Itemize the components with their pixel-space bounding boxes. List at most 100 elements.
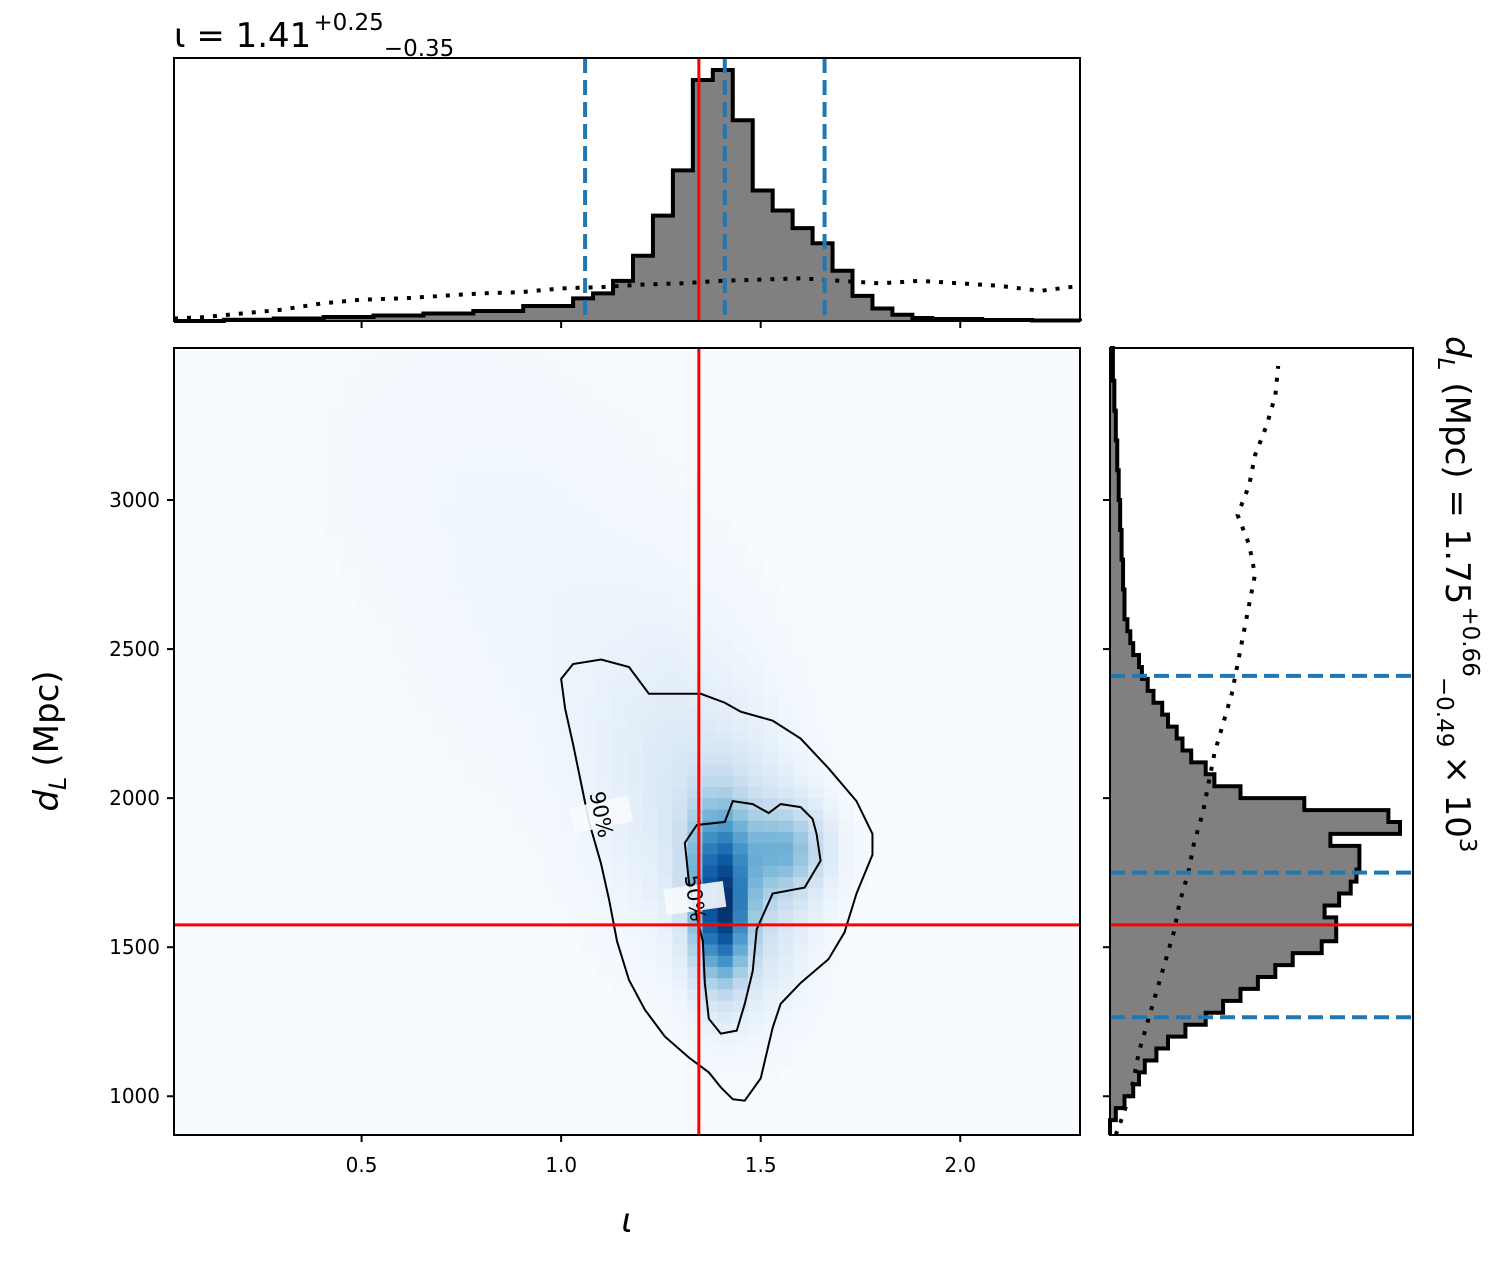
heatmap-cell xyxy=(536,482,553,495)
heatmap-cell xyxy=(747,797,764,810)
heatmap-cell xyxy=(581,865,598,878)
heatmap-cell xyxy=(551,887,568,900)
heatmap-cell xyxy=(581,842,598,855)
heatmap-cell xyxy=(551,752,568,765)
heatmap-cell xyxy=(717,617,734,630)
heatmap-cell xyxy=(732,988,749,1001)
heatmap-cell xyxy=(762,595,779,608)
heatmap-cell xyxy=(430,404,447,417)
heatmap-cell xyxy=(717,685,734,698)
heatmap-cell xyxy=(551,662,568,675)
heatmap-cell xyxy=(460,539,477,551)
heatmap-cell xyxy=(778,842,794,855)
heatmap-cell xyxy=(793,955,809,967)
heatmap-cell xyxy=(627,527,643,540)
heatmap-cell xyxy=(853,865,870,878)
heatmap-cell xyxy=(430,426,447,439)
heatmap-cell xyxy=(642,977,658,990)
heatmap-cell xyxy=(823,842,839,855)
heatmap-cell xyxy=(747,966,764,979)
heatmap-cell xyxy=(596,898,613,911)
heatmap-cell xyxy=(672,572,688,585)
heatmap-cell xyxy=(747,910,764,922)
heatmap-cell xyxy=(611,595,628,608)
heatmap-cell xyxy=(672,516,688,529)
heatmap-cell xyxy=(491,404,507,417)
heatmap-cell xyxy=(581,561,598,574)
heatmap-cell xyxy=(400,629,417,641)
heatmap-cell xyxy=(551,505,568,518)
heatmap-cell xyxy=(491,516,507,529)
heatmap-cell xyxy=(521,741,537,754)
heatmap-cell xyxy=(340,584,356,596)
heatmap-cell xyxy=(596,561,613,574)
heatmap-cell xyxy=(370,516,386,529)
heatmap-cell xyxy=(551,561,568,574)
heatmap-cell xyxy=(415,617,432,630)
heatmap-cell xyxy=(566,876,583,889)
heatmap-cell xyxy=(747,572,764,585)
heatmap-cell xyxy=(581,392,598,405)
heatmap-cell xyxy=(566,460,583,473)
heatmap-cell xyxy=(521,786,537,799)
heatmap-cell xyxy=(596,449,613,462)
heatmap-cell xyxy=(521,572,537,585)
heatmap-cell xyxy=(672,662,688,675)
heatmap-cell xyxy=(853,853,870,866)
heatmap-cell xyxy=(853,808,870,821)
heatmap-cell xyxy=(762,921,779,934)
heatmap-cell xyxy=(445,415,462,428)
heatmap-cell xyxy=(400,437,417,450)
heatmap-cell xyxy=(596,415,613,428)
heatmap-cell xyxy=(627,932,643,945)
heatmap-cell xyxy=(762,831,779,844)
heatmap-cell xyxy=(506,392,522,405)
heatmap-cell xyxy=(581,674,598,686)
heatmap-cell xyxy=(340,370,356,383)
heatmap-cell xyxy=(808,966,824,979)
heatmap-cell xyxy=(717,651,734,664)
heatmap-cell xyxy=(627,865,643,878)
heatmap-cell xyxy=(460,572,477,585)
distance-title-subscript: L xyxy=(1432,358,1458,371)
heatmap-cell xyxy=(581,550,598,563)
heatmap-cell xyxy=(747,629,764,641)
heatmap-cell xyxy=(566,865,583,878)
heatmap-cell xyxy=(778,685,794,698)
heatmap-cell xyxy=(551,786,568,799)
heatmap-cell xyxy=(611,606,628,619)
heatmap-cell xyxy=(672,876,688,889)
heatmap-cell xyxy=(491,460,507,473)
heatmap-cell xyxy=(596,853,613,866)
heatmap-cell xyxy=(747,640,764,653)
heatmap-cell xyxy=(657,1000,673,1012)
heatmap-cell xyxy=(566,887,583,900)
heatmap-cell xyxy=(702,853,719,866)
heatmap-cell xyxy=(536,505,553,518)
heatmap-cell xyxy=(476,572,492,585)
heatmap-cell xyxy=(627,482,643,495)
heatmap-cell xyxy=(778,865,794,878)
heatmap-cell xyxy=(400,539,417,551)
heatmap-cell xyxy=(385,471,402,484)
heatmap-cell xyxy=(581,752,598,765)
heatmap-cell xyxy=(400,482,417,495)
heatmap-cell xyxy=(702,719,719,731)
heatmap-cell xyxy=(838,786,855,799)
heatmap-cell xyxy=(717,584,734,596)
heatmap-cell xyxy=(340,505,356,518)
heatmap-cell xyxy=(627,629,643,641)
heatmap-cell xyxy=(672,505,688,518)
heatmap-cell xyxy=(702,966,719,979)
y-axis-label: dL (Mpc) xyxy=(27,670,72,811)
heatmap-cell xyxy=(521,651,537,664)
heatmap-cell xyxy=(536,752,553,765)
heatmap-cell xyxy=(687,977,704,990)
heatmap-cell xyxy=(476,629,492,641)
heatmap-cell xyxy=(581,719,598,731)
heatmap-cell xyxy=(551,775,568,788)
heatmap-cell xyxy=(657,696,673,709)
heatmap-cell xyxy=(581,831,598,844)
heatmap-cell xyxy=(687,561,704,574)
heatmap-cell xyxy=(732,1033,749,1046)
